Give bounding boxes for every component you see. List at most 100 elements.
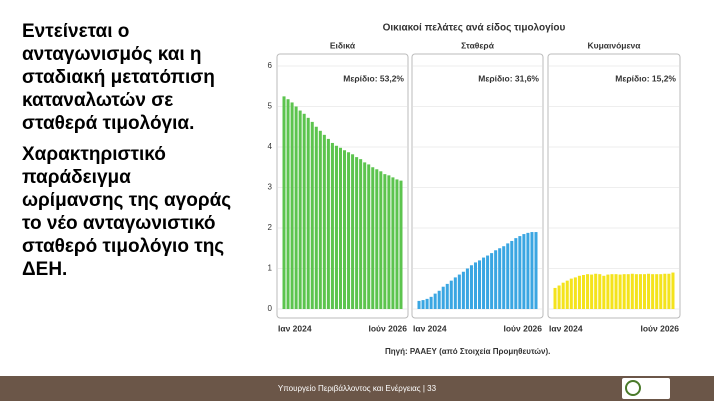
bar (581, 274, 586, 309)
x-tick-label: Ιαν 2024 (549, 323, 583, 333)
bar (433, 293, 437, 309)
bar (610, 274, 614, 309)
bar (569, 278, 573, 309)
bar (465, 268, 469, 309)
bar (457, 274, 461, 309)
bar (359, 159, 363, 309)
bar (383, 174, 387, 309)
chart: Οικιακοί πελάτες ανά είδος τιμολογίου Πη… (268, 23, 681, 356)
bar (626, 274, 630, 309)
panel-title: Κυμαινόμενα (588, 40, 642, 50)
bar (510, 240, 514, 309)
bar (498, 248, 502, 309)
bar (375, 169, 379, 309)
y-tick-label: 3 (268, 183, 273, 192)
panel-frame (276, 53, 409, 319)
bar (614, 274, 618, 309)
bar (343, 150, 347, 309)
bar (326, 138, 330, 309)
bar (553, 287, 557, 309)
bar (310, 121, 314, 309)
paragraph: Χαρακτηριστικό παράδειγμα ωρίμανσης της … (22, 144, 232, 280)
chart-source: Πηγή: ΡΑΑΕΥ (από Στοιχεία Προμηθευτών). (385, 347, 550, 356)
bar (638, 274, 642, 309)
bar (441, 286, 445, 309)
x-tick-label: Ιούν 2026 (369, 323, 408, 333)
bar (630, 273, 634, 309)
bar (663, 273, 667, 309)
bar (534, 232, 538, 309)
y-tick-label: 2 (268, 223, 273, 232)
panel-frame (411, 53, 544, 319)
bar (594, 273, 598, 309)
bar (671, 272, 675, 309)
bar (429, 296, 433, 309)
bar (651, 274, 655, 309)
x-tick-label: Ιούν 2026 (641, 323, 680, 333)
y-tick-label: 0 (268, 304, 273, 313)
panel-frame (547, 53, 681, 319)
annotation: Μερίδιο: 53,2% (343, 73, 404, 83)
bar (634, 274, 638, 309)
bar (606, 274, 610, 309)
bar (647, 273, 651, 309)
bar (502, 246, 506, 309)
bar (395, 179, 399, 309)
bar (557, 285, 561, 309)
bar (473, 262, 477, 309)
bar (577, 275, 581, 309)
bar (506, 243, 510, 309)
bar (391, 177, 395, 309)
bar (449, 280, 453, 309)
bar (298, 110, 302, 309)
bar (302, 113, 306, 309)
bar (514, 238, 518, 309)
bar (573, 277, 577, 309)
logo (622, 378, 670, 399)
x-tick-label: Ιαν 2024 (278, 323, 312, 333)
logo-emblem (625, 380, 641, 396)
bar (478, 260, 482, 309)
bar (490, 253, 494, 309)
bar (642, 274, 647, 309)
bar (351, 154, 355, 309)
bar (453, 277, 457, 309)
bar (602, 275, 606, 309)
bar (282, 96, 286, 309)
x-tick-label: Ιαν 2024 (413, 323, 447, 333)
bar (290, 102, 294, 309)
bar (334, 145, 338, 309)
bar (425, 298, 429, 309)
bar (286, 99, 290, 310)
bar (371, 167, 375, 309)
bar (363, 162, 367, 309)
bar (565, 280, 569, 309)
bar (355, 157, 359, 309)
bar (387, 175, 391, 309)
bar (598, 274, 602, 309)
x-tick-label: Ιούν 2026 (504, 323, 543, 333)
bar (318, 130, 322, 309)
panel-title: Σταθερά (461, 40, 495, 50)
bar (330, 142, 334, 309)
bar (417, 300, 421, 309)
bar (338, 147, 342, 309)
annotation: Μερίδιο: 31,6% (478, 73, 539, 83)
bar (437, 290, 441, 309)
paragraph: Εντείνεται ο ανταγωνισμός και η σταδιακή… (22, 21, 215, 134)
bar (322, 134, 326, 309)
bar (421, 300, 425, 309)
bar (399, 180, 403, 309)
y-tick-label: 6 (268, 61, 273, 70)
footer-text: Υπουργείο Περιβάλλοντος και Ενέργειας | … (277, 384, 437, 393)
bar (469, 265, 473, 309)
bar (294, 106, 298, 309)
y-tick-label: 4 (268, 142, 273, 151)
bar (314, 126, 318, 309)
bar (659, 274, 663, 309)
bar (655, 274, 659, 309)
bar (347, 152, 351, 309)
bar (586, 274, 590, 309)
bar (461, 271, 465, 309)
bar (590, 274, 594, 309)
